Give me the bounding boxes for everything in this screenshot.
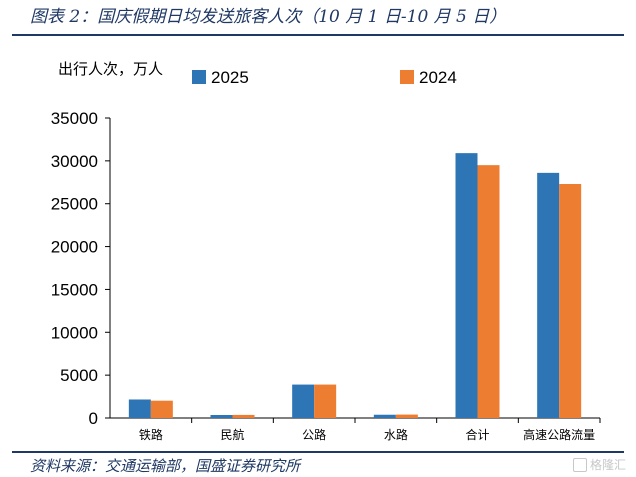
x-tick-label: 高速公路流量: [523, 427, 595, 442]
y-tick-label: 15000: [51, 280, 98, 299]
y-tick-label: 5000: [60, 366, 98, 385]
x-tick-label: 水路: [384, 427, 408, 442]
bar-2024-0: [150, 400, 173, 418]
y-tick-label: 10000: [51, 323, 98, 342]
top-rule: [12, 34, 624, 36]
y-tick-label: 35000: [51, 109, 98, 128]
bar-2025-1: [210, 415, 233, 418]
y-tick-label: 0: [89, 409, 98, 428]
bottom-rule: [12, 451, 624, 453]
legend-swatch-2025: [192, 70, 206, 84]
x-tick-label: 民航: [220, 427, 244, 442]
y-tick-label: 30000: [51, 152, 98, 171]
y-tick-label: 20000: [51, 238, 98, 257]
legend-label-2024: 2024: [419, 68, 457, 87]
bar-2024-5: [559, 184, 582, 418]
figure-title: 图表 2：国庆假期日均发送旅客人次（10 月 1 日-10 月 5 日）: [30, 7, 507, 27]
bar-2025-5: [537, 172, 560, 418]
x-tick-label: 合计: [465, 427, 489, 442]
bar-2024-1: [232, 414, 255, 418]
legend-label-2025: 2025: [211, 68, 249, 87]
bar-2025-0: [128, 399, 151, 418]
bar-2024-3: [395, 414, 418, 418]
x-tick-label: 铁路: [139, 427, 163, 442]
y-axis-label: 出行人次，万人: [58, 60, 163, 78]
x-tick-label: 公路: [302, 427, 326, 442]
source-note: 资料来源：交通运输部，国盛证券研究所: [30, 457, 301, 475]
bar-2025-3: [373, 414, 396, 418]
y-tick-label: 25000: [51, 195, 98, 214]
legend-swatch-2024: [400, 70, 414, 84]
bar-2024-2: [314, 384, 337, 418]
bar-2024-4: [477, 165, 500, 418]
bar-2025-4: [455, 153, 478, 418]
watermark-text: 格隆汇: [589, 458, 626, 472]
watermark: 格隆汇: [572, 456, 626, 473]
bar-2025-2: [292, 384, 315, 418]
watermark-logo-icon: [572, 457, 587, 472]
